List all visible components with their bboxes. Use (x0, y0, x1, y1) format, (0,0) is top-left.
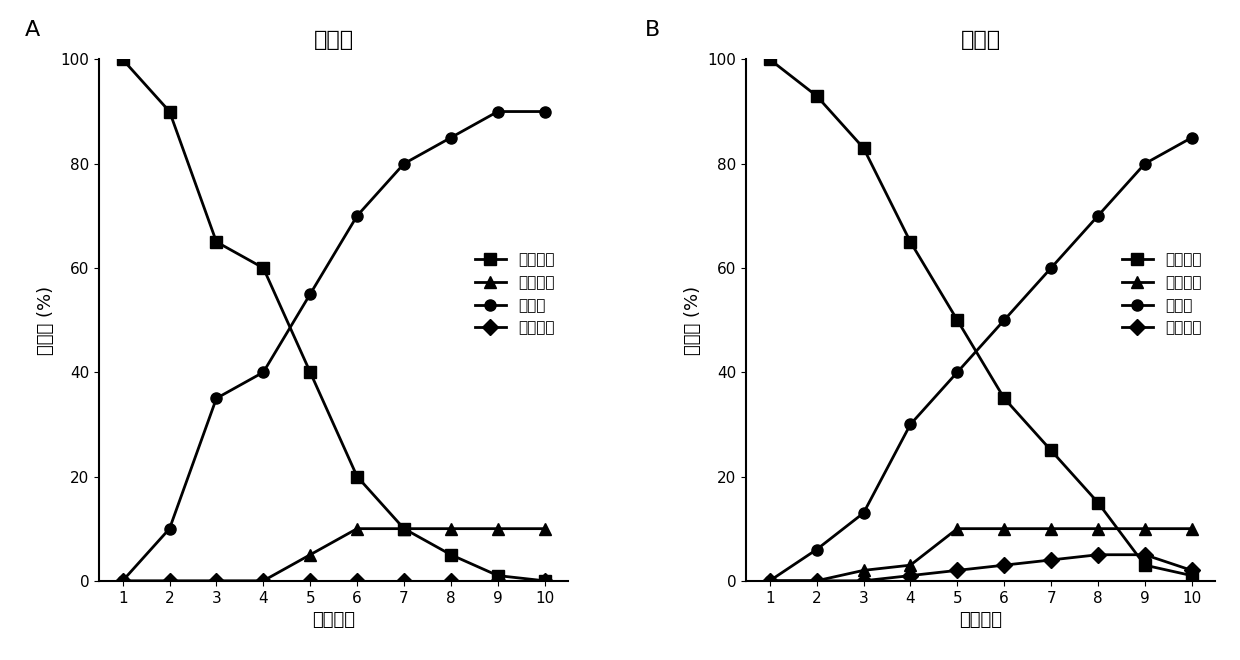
不正常蔣 (397, 577, 412, 585)
X-axis label: 实验天数: 实验天数 (312, 611, 355, 629)
正常蔣 (810, 546, 825, 554)
正常幼虫 (255, 264, 270, 272)
死亡幼虫 (350, 525, 365, 533)
不正常蔣 (1184, 566, 1199, 574)
不正常蔣 (810, 577, 825, 585)
正常蔣 (350, 212, 365, 220)
正常蔣 (115, 577, 130, 585)
正常蔣 (303, 290, 317, 298)
正常蔣 (537, 108, 552, 115)
Y-axis label: 百分比 (%): 百分比 (%) (37, 286, 55, 354)
死亡幼虫 (810, 577, 825, 585)
正常蔣 (255, 368, 270, 376)
Line: 正常幼虫: 正常幼虫 (764, 54, 1198, 581)
正常蔣 (950, 368, 965, 376)
死亡幼虫 (490, 525, 505, 533)
不正常蔣 (490, 577, 505, 585)
正常幼虫 (1184, 572, 1199, 579)
正常蔣 (856, 509, 870, 517)
不正常蔣 (210, 577, 224, 585)
正常蔣 (490, 108, 505, 115)
死亡幼虫 (1184, 525, 1199, 533)
正常蔣 (903, 420, 918, 428)
正常幼虫 (1137, 561, 1152, 569)
Y-axis label: 百分比 (%): 百分比 (%) (684, 286, 702, 354)
正常蔣 (444, 133, 459, 142)
不正常蔣 (1044, 556, 1059, 564)
Line: 正常蔣: 正常蔣 (764, 132, 1198, 586)
Line: 正常蔣: 正常蔣 (117, 106, 551, 586)
不正常蔣 (444, 577, 459, 585)
正常幼虫 (1090, 499, 1105, 507)
不正常蔣 (115, 577, 130, 585)
不正常蔣 (350, 577, 365, 585)
Line: 死亡幼虫: 死亡幼虫 (764, 523, 1198, 586)
死亡幼虫 (997, 525, 1012, 533)
正常蔣 (997, 316, 1012, 324)
X-axis label: 实验天数: 实验天数 (960, 611, 1002, 629)
死亡幼虫 (1044, 525, 1059, 533)
死亡幼虫 (1137, 525, 1152, 533)
正常幼虫 (444, 550, 459, 558)
不正常蔣 (903, 572, 918, 579)
死亡幼虫 (255, 577, 270, 585)
正常幼虫 (950, 316, 965, 324)
不正常蔣 (950, 566, 965, 574)
死亡幼虫 (1090, 525, 1105, 533)
正常幼虫 (903, 238, 918, 246)
死亡幼虫 (115, 577, 130, 585)
Text: A: A (25, 20, 40, 40)
不正常蔣 (303, 577, 317, 585)
Legend: 正常幼虫, 死亡幼虫, 正常蔣, 不正常蔣: 正常幼虫, 死亡幼虫, 正常蔣, 不正常蔣 (1116, 246, 1208, 342)
正常蔣 (1184, 133, 1199, 142)
死亡幼虫 (856, 566, 870, 574)
Title: 对照组: 对照组 (314, 30, 353, 50)
正常蔣 (1090, 212, 1105, 220)
正常幼虫 (115, 55, 130, 63)
正常蔣 (162, 525, 177, 533)
正常幼虫 (810, 92, 825, 100)
死亡幼虫 (903, 561, 918, 569)
死亡幼虫 (303, 550, 317, 558)
正常幼虫 (162, 108, 177, 115)
正常幼虫 (1044, 446, 1059, 454)
正常蔣 (210, 394, 224, 402)
正常幼虫 (303, 368, 317, 376)
Legend: 正常幼虫, 死亡幼虫, 正常蔣, 不正常蔣: 正常幼虫, 死亡幼虫, 正常蔣, 不正常蔣 (469, 246, 560, 342)
正常幼虫 (856, 144, 870, 152)
正常幼虫 (350, 473, 365, 480)
正常蔣 (397, 160, 412, 168)
Text: B: B (645, 20, 660, 40)
不正常蔣 (997, 561, 1012, 569)
正常幼虫 (763, 55, 777, 63)
不正常蔣 (1090, 550, 1105, 558)
不正常蔣 (537, 577, 552, 585)
正常蔣 (1137, 160, 1152, 168)
不正常蔣 (255, 577, 270, 585)
死亡幼虫 (763, 577, 777, 585)
Line: 正常幼虫: 正常幼虫 (117, 54, 551, 586)
正常幼虫 (490, 572, 505, 579)
死亡幼虫 (397, 525, 412, 533)
Line: 不正常蔣: 不正常蔣 (764, 549, 1198, 586)
Line: 不正常蔣: 不正常蔣 (117, 576, 551, 586)
Line: 死亡幼虫: 死亡幼虫 (117, 523, 551, 586)
正常幼虫 (997, 394, 1012, 402)
死亡幼虫 (444, 525, 459, 533)
不正常蔣 (763, 577, 777, 585)
正常蔣 (763, 577, 777, 585)
不正常蔣 (162, 577, 177, 585)
死亡幼虫 (950, 525, 965, 533)
死亡幼虫 (537, 525, 552, 533)
正常蔣 (1044, 264, 1059, 272)
正常幼虫 (397, 525, 412, 533)
正常幼虫 (537, 577, 552, 585)
Title: 实验组: 实验组 (961, 30, 1001, 50)
正常幼虫 (210, 238, 224, 246)
死亡幼虫 (162, 577, 177, 585)
不正常蔣 (1137, 550, 1152, 558)
死亡幼虫 (210, 577, 224, 585)
不正常蔣 (856, 577, 870, 585)
